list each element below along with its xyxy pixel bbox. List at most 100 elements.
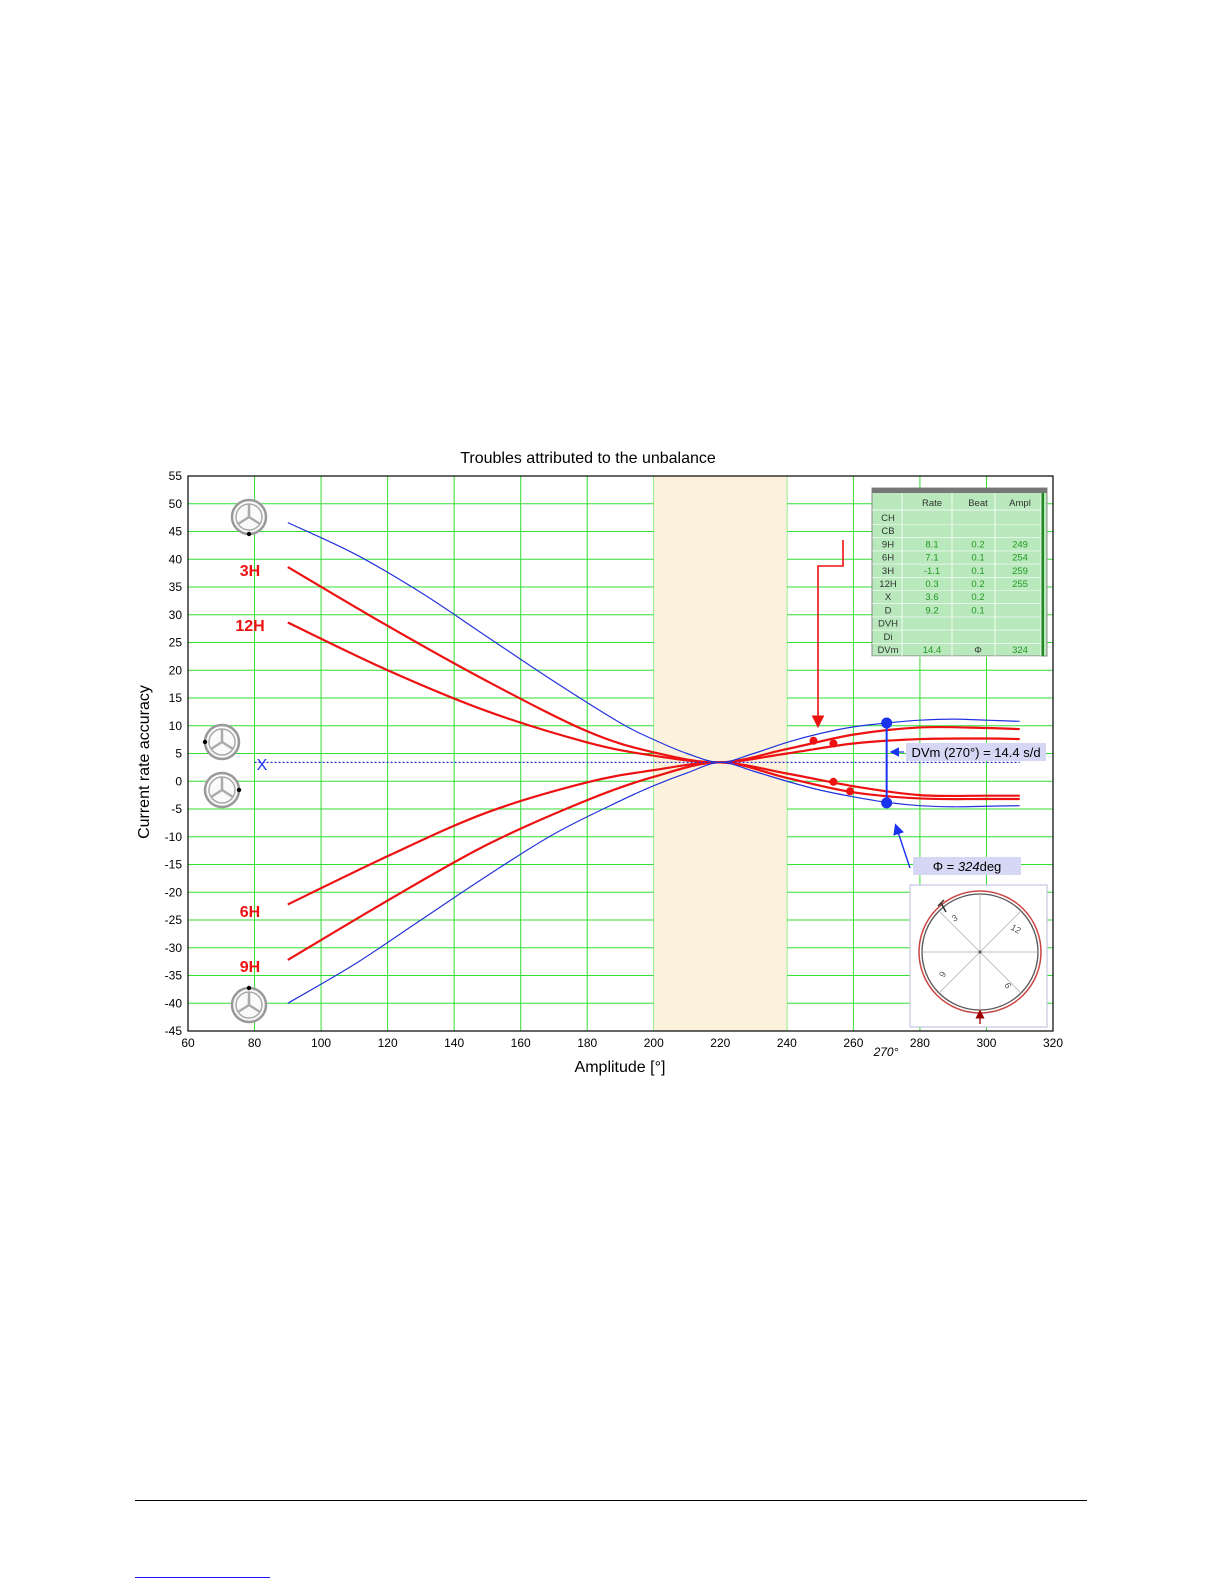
callout-arrow-red (811, 540, 844, 729)
balance-wheel-icon (230, 985, 268, 1024)
table-cell: 259 (1012, 566, 1028, 577)
y-tick-label: 25 (169, 636, 183, 650)
y-tick-label: 15 (169, 691, 183, 705)
table-cell: 0.1 (971, 605, 984, 616)
y-tick-label: 45 (169, 525, 183, 539)
table-row-label: DVm (877, 645, 898, 656)
phi-label: Φ = 324deg (933, 859, 1002, 874)
x-axis-label: Amplitude [°] (575, 1059, 666, 1076)
y-tick-label: -35 (165, 969, 183, 983)
table-row-label: 6H (882, 553, 894, 564)
table-header-cell: Ampl (1009, 498, 1031, 509)
table-cell: Φ (974, 645, 982, 656)
phi-pointer-arrow (893, 823, 911, 869)
table-scrollbar (1041, 493, 1044, 656)
y-tick-label: -5 (171, 802, 182, 816)
balance-wheel-icon (203, 771, 242, 809)
data-point (881, 797, 893, 809)
dial-label: 6 (1002, 981, 1013, 990)
x-tick-label: 180 (577, 1036, 597, 1050)
table-row-label: CH (881, 513, 895, 524)
table-cell: 14.4 (923, 645, 942, 656)
table-row-label: 9H (882, 539, 894, 550)
data-point (846, 787, 855, 796)
x-tick-label: 140 (444, 1036, 464, 1050)
dvm-label: DVm (270°) = 14.4 s/d (911, 745, 1040, 760)
table-row-label: 12H (879, 579, 897, 590)
phi-label-suffix: deg (980, 859, 1002, 874)
table-row-label: Di (884, 632, 893, 643)
y-tick-label: 55 (169, 469, 183, 483)
balance-wheel-icon (202, 723, 241, 761)
table-row-label: CB (881, 526, 894, 537)
y-tick-label: -20 (165, 885, 183, 899)
x-tick-label: 320 (1043, 1036, 1063, 1050)
y-tick-label: 20 (169, 663, 183, 677)
x-tick-label: 160 (511, 1036, 531, 1050)
phi-label-prefix: Φ = (933, 859, 958, 874)
x-extra-tick-label: 270° (873, 1045, 899, 1059)
series-group (254, 522, 1020, 1004)
x-tick-label: 280 (910, 1036, 930, 1050)
dial-label: 3 (950, 913, 959, 924)
y-tick-label: -40 (165, 996, 183, 1010)
x-tick-labels: 60 80 100 120 140 160 180 200 220 240 260 280 300 320 (181, 1036, 1063, 1050)
x-tick-label: 260 (843, 1036, 863, 1050)
y-tick-label: 35 (169, 580, 183, 594)
y-tick-labels: 5550454035302520151050-5-10-15-20-25-30-… (165, 469, 183, 1038)
label-6h: 6H (240, 904, 260, 921)
table-cell: 9.2 (925, 605, 938, 616)
table-cell: 254 (1012, 553, 1028, 564)
y-tick-label: 40 (169, 552, 183, 566)
dial-inset: 9 12 3 6 (909, 884, 1048, 1028)
table-cell: 3.6 (925, 592, 938, 603)
x-tick-label: 220 (710, 1036, 730, 1050)
footer-rule (135, 1500, 1087, 1501)
table-cell: 0.2 (971, 592, 984, 603)
x-tick-label: 200 (644, 1036, 664, 1050)
table-cell: 7.1 (925, 553, 938, 564)
table-cell: 324 (1012, 645, 1028, 656)
series-line-9h (287, 761, 1020, 961)
phi-label-box (913, 857, 1021, 875)
y-tick-label: 50 (169, 497, 183, 511)
y-tick-label: -25 (165, 913, 183, 927)
table-header-cell: Beat (968, 498, 988, 509)
y-tick-label: 5 (175, 747, 182, 761)
data-table: Rate Beat Ampl CH CB 9H 8.1 0.2 249 6H 7.1 0.1 254 3H… (871, 487, 1048, 657)
x-tick-label: 120 (378, 1036, 398, 1050)
table-row-label: DVH (878, 619, 898, 630)
label-12h: 12H (235, 618, 264, 635)
x-tick-label: 300 (976, 1036, 996, 1050)
y-tick-label: -15 (165, 858, 183, 872)
phi-value: 324 (958, 859, 980, 874)
plot-frame (187, 475, 1054, 1032)
label-x: X (257, 757, 268, 774)
table-row-label: D (885, 605, 892, 616)
table-background (871, 487, 1048, 657)
dial-label: 12 (1009, 922, 1023, 936)
data-point (829, 739, 838, 748)
y-tick-label: -45 (165, 1024, 183, 1038)
series-line-12h (287, 621, 1020, 764)
y-tick-label: 10 (169, 719, 183, 733)
data-point (829, 777, 838, 786)
chart-title: Troubles attributed to the unbalance (460, 450, 716, 467)
table-row-label: X (885, 592, 892, 603)
table-header-bar (872, 488, 1047, 493)
y-axis-label: Current rate accuracy (136, 685, 153, 839)
table-cell: 249 (1012, 539, 1028, 550)
dvm-label-box (906, 743, 1046, 761)
table-cell: 8.1 (925, 539, 938, 550)
table-row-label: 3H (882, 566, 894, 577)
plot-border (187, 475, 1054, 1032)
y-tick-label: -10 (165, 830, 183, 844)
footer-link-underline (135, 1577, 270, 1578)
balance-wheel-icon (230, 498, 268, 537)
y-tick-label: 0 (175, 774, 182, 788)
y-tick-label: -30 (165, 941, 183, 955)
x-tick-label: 240 (777, 1036, 797, 1050)
table-cell: 0.2 (971, 579, 984, 590)
table-cell: 0.3 (925, 579, 938, 590)
